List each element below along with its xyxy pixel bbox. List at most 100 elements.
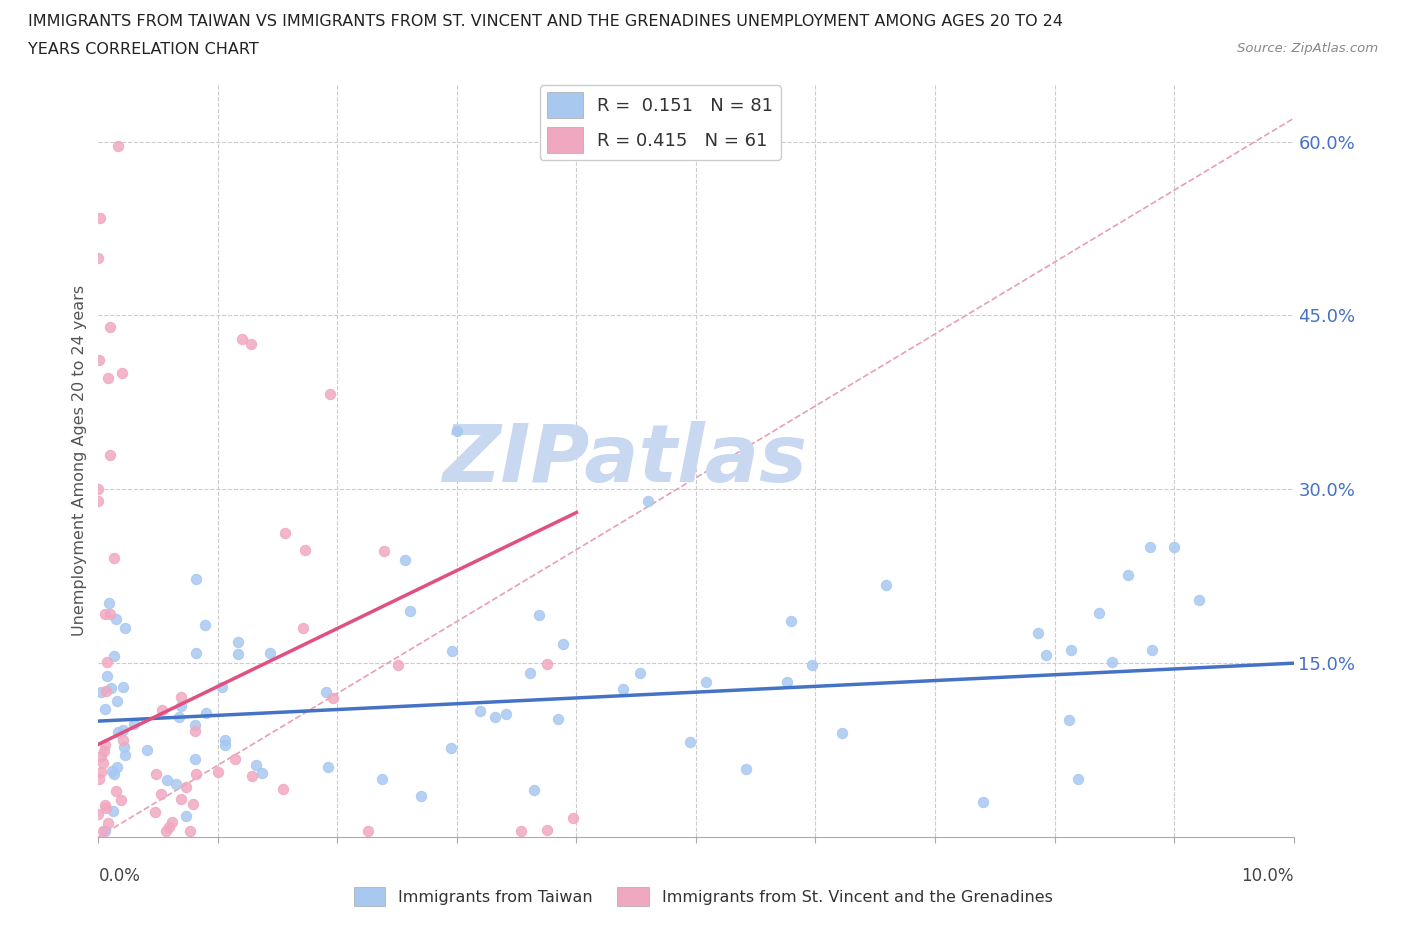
Point [169, 698, 191, 713]
Point [371, 772, 394, 787]
Point [612, 682, 634, 697]
Point [1163, 539, 1185, 554]
Point [446, 424, 468, 439]
Text: 10.0%: 10.0% [1241, 867, 1294, 885]
Point [104, 784, 127, 799]
Point [96, 655, 118, 670]
Point [97, 816, 120, 830]
Point [104, 612, 127, 627]
Point [90, 764, 112, 779]
Text: Source: ZipAtlas.com: Source: ZipAtlas.com [1237, 42, 1378, 55]
Point [1139, 539, 1161, 554]
Point [373, 544, 395, 559]
Point [174, 808, 197, 823]
Point [101, 804, 124, 818]
Legend: R =  0.151   N = 81, R = 0.415   N = 61: R = 0.151 N = 81, R = 0.415 N = 61 [540, 86, 780, 160]
Point [240, 768, 263, 783]
Point [170, 690, 193, 705]
Point [356, 824, 378, 839]
Point [536, 823, 558, 838]
Point [271, 781, 294, 796]
Point [226, 634, 249, 649]
Point [111, 366, 134, 381]
Point [94, 702, 117, 717]
Point [89, 210, 111, 225]
Point [259, 646, 281, 661]
Point [136, 742, 159, 757]
Point [160, 814, 183, 829]
Point [1059, 712, 1081, 727]
Point [112, 739, 135, 754]
Point [114, 748, 136, 763]
Point [319, 387, 342, 402]
Point [181, 796, 204, 811]
Point [143, 805, 166, 820]
Point [679, 735, 702, 750]
Point [94, 737, 117, 752]
Point [561, 811, 583, 826]
Point [94, 684, 117, 698]
Text: YEARS CORRELATION CHART: YEARS CORRELATION CHART [28, 42, 259, 57]
Point [440, 740, 463, 755]
Point [93, 743, 115, 758]
Point [96, 800, 118, 815]
Point [399, 604, 422, 618]
Point [519, 666, 541, 681]
Point [165, 777, 187, 791]
Point [98, 606, 121, 621]
Point [93, 824, 115, 839]
Point [98, 447, 122, 462]
Point [291, 620, 314, 635]
Point [1101, 655, 1123, 670]
Point [103, 766, 125, 781]
Point [1035, 647, 1057, 662]
Point [637, 494, 659, 509]
Point [294, 543, 316, 558]
Point [780, 614, 803, 629]
Point [100, 681, 122, 696]
Point [96, 669, 118, 684]
Point [87, 353, 110, 368]
Point [87, 771, 110, 786]
Point [114, 620, 136, 635]
Text: IMMIGRANTS FROM TAIWAN VS IMMIGRANTS FROM ST. VINCENT AND THE GRENADINES UNEMPLO: IMMIGRANTS FROM TAIWAN VS IMMIGRANTS FRO… [28, 14, 1063, 29]
Point [831, 726, 853, 741]
Point [394, 552, 416, 567]
Text: 0.0%: 0.0% [98, 867, 141, 885]
Point [167, 710, 190, 724]
Point [93, 824, 115, 839]
Point [315, 684, 337, 699]
Point [495, 707, 517, 722]
Point [875, 578, 897, 592]
Point [252, 765, 274, 780]
Point [551, 636, 574, 651]
Point [224, 751, 246, 766]
Point [1060, 643, 1083, 658]
Point [94, 606, 117, 621]
Point [103, 551, 125, 565]
Point [184, 717, 207, 732]
Point [1067, 772, 1090, 787]
Point [97, 371, 120, 386]
Point [387, 658, 409, 672]
Point [122, 716, 145, 731]
Point [107, 724, 129, 739]
Point [91, 756, 114, 771]
Point [245, 757, 267, 772]
Point [510, 824, 533, 839]
Point [184, 724, 207, 738]
Point [87, 806, 110, 821]
Point [468, 704, 491, 719]
Point [776, 674, 799, 689]
Legend: Immigrants from Taiwan, Immigrants from St. Vincent and the Grenadines: Immigrants from Taiwan, Immigrants from … [347, 881, 1059, 912]
Point [441, 644, 464, 659]
Point [734, 762, 756, 777]
Point [972, 795, 994, 810]
Point [94, 797, 117, 812]
Point [184, 751, 207, 766]
Point [1026, 626, 1049, 641]
Point [87, 482, 110, 497]
Point [98, 320, 122, 335]
Point [103, 648, 125, 663]
Point [194, 618, 217, 632]
